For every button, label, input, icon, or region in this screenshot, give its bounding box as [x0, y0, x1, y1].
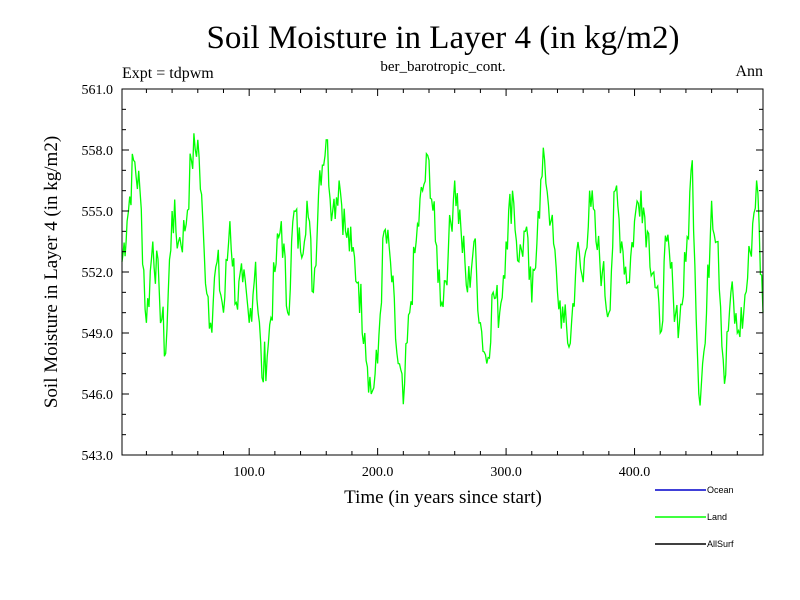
series-line-land: [121, 133, 764, 406]
x-tick-label: 300.0: [490, 465, 522, 480]
y-tick-label: 555.0: [82, 205, 114, 220]
x-tick-label: 400.0: [619, 465, 651, 480]
x-tick-label: 100.0: [233, 465, 265, 480]
axis-ticks: 543.0 546.0 549.0 552.0 555.0 558.0 561.0 100.0…: [82, 83, 764, 480]
x-axis-label: Time (in years since start): [344, 487, 542, 508]
season-label: Ann: [735, 63, 763, 80]
plot-area: [121, 133, 764, 406]
legend-label-allsurf: AllSurf: [707, 539, 734, 549]
chart-subtitle: ber_barotropic_cont.: [380, 59, 505, 75]
x-tick-label: 200.0: [362, 465, 394, 480]
plot-frame: [121, 88, 764, 456]
y-tick-label: 543.0: [82, 449, 114, 464]
y-tick-label: 552.0: [82, 266, 114, 281]
y-tick-label: 561.0: [82, 83, 114, 98]
y-tick-label: 549.0: [82, 327, 114, 342]
legend: Ocean Land AllSurf: [655, 485, 734, 549]
legend-label-land: Land: [707, 512, 727, 522]
y-tick-label: 546.0: [82, 388, 114, 403]
y-axis-label: Soil Moisture in Layer 4 (in kg/m2): [41, 136, 62, 408]
expt-label: Expt = tdpwm: [122, 65, 214, 82]
legend-label-ocean: Ocean: [707, 485, 734, 495]
chart-title: Soil Moisture in Layer 4 (in kg/m2): [207, 20, 680, 56]
y-tick-label: 558.0: [82, 144, 114, 159]
